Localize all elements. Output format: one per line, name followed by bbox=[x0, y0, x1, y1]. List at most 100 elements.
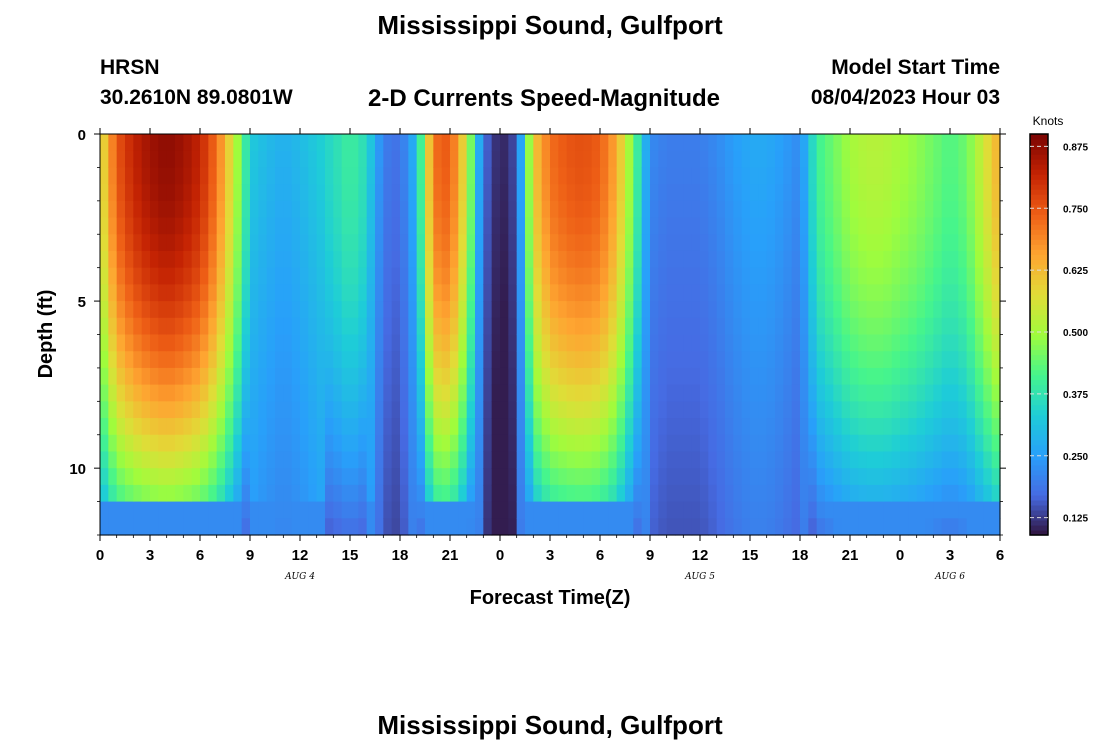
heatmap-cell bbox=[866, 468, 876, 486]
heatmap-cell bbox=[341, 267, 351, 285]
heatmap-cell bbox=[925, 518, 934, 536]
heatmap-cell bbox=[666, 484, 676, 503]
heatmap-cell bbox=[683, 267, 693, 285]
heatmap-cell bbox=[950, 200, 959, 219]
heatmap-cell bbox=[291, 184, 301, 202]
heatmap-cell bbox=[750, 418, 759, 436]
heatmap-cell bbox=[266, 384, 276, 402]
heatmap-cell bbox=[591, 217, 601, 235]
heatmap-cell bbox=[933, 518, 943, 536]
heatmap-cell bbox=[633, 301, 643, 319]
heatmap-cell bbox=[541, 351, 551, 369]
heatmap-cell bbox=[933, 267, 943, 285]
heatmap-cell bbox=[808, 468, 818, 486]
heatmap-cell bbox=[891, 418, 901, 436]
heatmap-cell bbox=[450, 367, 459, 386]
heatmap-cell bbox=[483, 200, 493, 219]
heatmap-cell bbox=[516, 351, 526, 369]
heatmap-cell bbox=[300, 234, 309, 252]
heatmap-cell bbox=[425, 301, 434, 319]
heatmap-cell bbox=[350, 217, 359, 235]
heatmap-cell bbox=[191, 518, 201, 536]
heatmap-cell bbox=[275, 384, 284, 402]
heatmap-cell bbox=[125, 134, 134, 152]
heatmap-cell bbox=[675, 451, 684, 469]
heatmap-cell bbox=[275, 301, 284, 319]
heatmap-cell bbox=[500, 351, 509, 369]
heatmap-cell bbox=[366, 384, 376, 402]
heatmap-cell bbox=[333, 134, 343, 152]
heatmap-cell bbox=[933, 434, 943, 453]
heatmap-cell bbox=[966, 317, 976, 336]
heatmap-cell bbox=[391, 134, 401, 152]
heatmap-cell bbox=[783, 418, 793, 436]
heatmap-cell bbox=[458, 200, 468, 219]
heatmap-cell bbox=[366, 134, 376, 152]
heatmap-cell bbox=[825, 301, 834, 319]
heatmap-cell bbox=[716, 451, 726, 469]
colorbar-segment bbox=[1030, 334, 1048, 341]
heatmap-cell bbox=[850, 167, 859, 185]
heatmap-cell bbox=[150, 334, 159, 352]
heatmap-cell bbox=[741, 200, 751, 219]
colorbar-segment bbox=[1030, 484, 1048, 491]
heatmap-cell bbox=[775, 418, 784, 436]
heatmap-cells bbox=[100, 134, 1001, 536]
heatmap-cell bbox=[408, 267, 418, 285]
heatmap-cell bbox=[983, 200, 993, 219]
heatmap-cell bbox=[458, 434, 468, 453]
heatmap-cell bbox=[791, 434, 801, 453]
heatmap-cell bbox=[416, 434, 426, 453]
heatmap-cell bbox=[766, 301, 776, 319]
heatmap-cell bbox=[741, 518, 751, 536]
heatmap-cell bbox=[908, 150, 918, 169]
heatmap-cell bbox=[216, 468, 226, 486]
heatmap-cell bbox=[383, 468, 393, 486]
heatmap-cell bbox=[408, 250, 418, 269]
heatmap-cell bbox=[908, 468, 918, 486]
heatmap-cell bbox=[250, 284, 259, 302]
heatmap-cell bbox=[500, 234, 509, 252]
heatmap-cell bbox=[175, 384, 184, 402]
heatmap-cell bbox=[800, 401, 809, 419]
heatmap-cell bbox=[791, 217, 801, 235]
heatmap-cell bbox=[550, 401, 559, 419]
heatmap-cell bbox=[341, 367, 351, 386]
heatmap-cell bbox=[766, 150, 776, 169]
heatmap-cell bbox=[600, 317, 609, 336]
heatmap-cell bbox=[366, 267, 376, 285]
heatmap-cell bbox=[941, 401, 951, 419]
heatmap-cell bbox=[708, 518, 718, 536]
heatmap-cell bbox=[475, 418, 484, 436]
colorbar-segment bbox=[1030, 259, 1048, 265]
heatmap-cell bbox=[375, 367, 384, 386]
heatmap-cell bbox=[375, 167, 384, 185]
heatmap-cell bbox=[891, 317, 901, 336]
heatmap-cell bbox=[525, 200, 534, 219]
heatmap-cell bbox=[733, 184, 743, 202]
heatmap-cell bbox=[166, 334, 176, 352]
heatmap-cell bbox=[275, 250, 284, 269]
heatmap-cell bbox=[666, 367, 676, 386]
heatmap-cell bbox=[958, 418, 968, 436]
heatmap-cell bbox=[608, 468, 618, 486]
heatmap-cell bbox=[725, 284, 734, 302]
heatmap-cell bbox=[558, 434, 568, 453]
heatmap-cell bbox=[933, 384, 943, 402]
heatmap-cell bbox=[625, 501, 634, 519]
heatmap-cell bbox=[133, 334, 143, 352]
heatmap-cell bbox=[183, 217, 193, 235]
heatmap-cell bbox=[450, 501, 459, 519]
heatmap-cell bbox=[233, 334, 243, 352]
heatmap-cell bbox=[508, 518, 518, 536]
heatmap-cell bbox=[833, 334, 843, 352]
heatmap-cell bbox=[400, 484, 409, 503]
heatmap-cell bbox=[491, 351, 501, 369]
heatmap-cell bbox=[208, 284, 218, 302]
colorbar-segment bbox=[1030, 419, 1048, 426]
heatmap-cell bbox=[950, 184, 959, 202]
heatmap-cell bbox=[558, 150, 568, 169]
colorbar-segment bbox=[1030, 229, 1048, 235]
heatmap-cell bbox=[241, 234, 251, 252]
heatmap-cell bbox=[625, 217, 634, 235]
